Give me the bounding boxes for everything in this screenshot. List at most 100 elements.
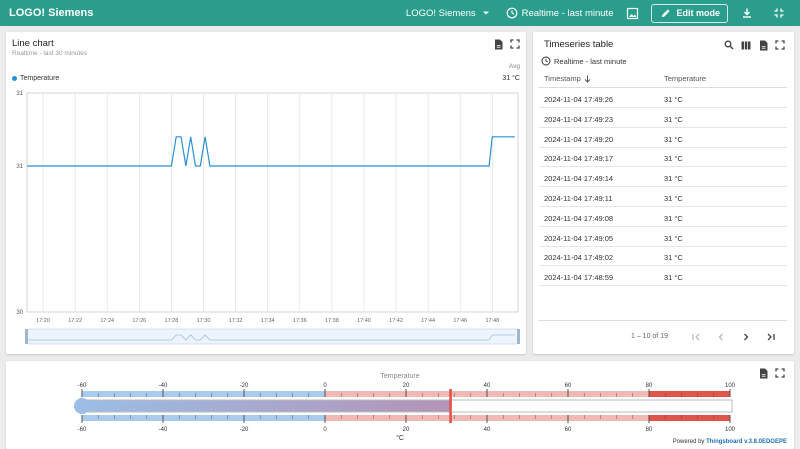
x-tick-label: 17:34 bbox=[261, 318, 275, 324]
scale-label-top: -40 bbox=[159, 383, 168, 389]
cell-timestamp: 2024-11-04 17:49:05 bbox=[544, 233, 614, 243]
table-row[interactable]: 2024-11-04 17:49:11 31 °C bbox=[539, 187, 787, 207]
column-header-timestamp[interactable]: Timestamp bbox=[544, 74, 591, 83]
x-tick-label: 17:36 bbox=[293, 318, 307, 324]
scale-band-bottom-warm bbox=[325, 415, 730, 421]
export-icon[interactable] bbox=[757, 39, 769, 51]
x-tick-label: 17:26 bbox=[132, 318, 146, 324]
fullscreen-icon[interactable] bbox=[774, 39, 786, 51]
x-tick-label: 17:38 bbox=[325, 318, 339, 324]
dashboard-selector[interactable]: LOGO! Siemens bbox=[406, 6, 493, 20]
scale-label-bottom: 60 bbox=[565, 427, 572, 433]
edit-mode-button[interactable]: Edit mode bbox=[651, 3, 728, 23]
table-row[interactable]: 2024-11-04 17:49:08 31 °C bbox=[539, 207, 787, 227]
powered-by: Powered by Thingsboard v.3.8.0EDGEPE bbox=[673, 439, 787, 445]
scale-label-top: -20 bbox=[240, 383, 249, 389]
temperature-gauge-widget: Temperature -60 -60 -40 -40 -20 -20 0 0 20 20 40 40 6… bbox=[6, 361, 794, 449]
scale-label-top: 80 bbox=[646, 383, 653, 389]
pagination-range: 1 – 10 of 19 bbox=[631, 333, 668, 340]
table-header-divider bbox=[539, 87, 787, 88]
scale-label-bottom: 100 bbox=[725, 427, 736, 433]
x-tick-label: 17:42 bbox=[389, 318, 403, 324]
image-icon[interactable] bbox=[625, 6, 639, 20]
scale-label-top: 0 bbox=[323, 383, 327, 389]
cell-temperature: 31 °C bbox=[664, 233, 683, 243]
previous-page-icon[interactable] bbox=[715, 331, 727, 343]
first-page-icon[interactable] bbox=[690, 331, 702, 343]
y-tick-label: 30 bbox=[16, 310, 23, 316]
powered-by-prefix: Powered by bbox=[672, 439, 707, 445]
cell-timestamp: 2024-11-04 17:49:23 bbox=[544, 114, 614, 124]
line-chart-plot[interactable]: 17:20 17:22 17:24 17:26 17:28 17:30 17:32 17:34… bbox=[6, 32, 526, 354]
table-row[interactable]: 2024-11-04 17:49:20 31 °C bbox=[539, 128, 787, 148]
column-header-temperature[interactable]: Temperature bbox=[664, 74, 707, 83]
y-tick-label: 31 bbox=[16, 164, 23, 170]
export-icon[interactable] bbox=[492, 38, 504, 50]
last-page-icon[interactable] bbox=[765, 331, 777, 343]
scale-label-bottom: -60 bbox=[78, 427, 87, 433]
x-tick-label: 17:46 bbox=[453, 318, 467, 324]
table-row[interactable]: 2024-11-04 17:49:17 31 °C bbox=[539, 147, 787, 168]
cell-temperature: 31 °C bbox=[664, 114, 683, 124]
table-row[interactable]: 2024-11-04 17:49:26 31 °C bbox=[539, 88, 787, 108]
table-row[interactable]: 2024-11-04 17:49:05 31 °C bbox=[539, 227, 787, 247]
zoom-slider-preview bbox=[27, 334, 515, 341]
powered-by-link[interactable]: Thingsboard v.3.8.0EDGEPE bbox=[706, 439, 787, 445]
clock-icon bbox=[541, 56, 551, 66]
fullscreen-exit-icon[interactable] bbox=[772, 6, 786, 20]
cell-temperature: 31 °C bbox=[664, 213, 683, 223]
columns-icon[interactable] bbox=[740, 39, 752, 51]
dashboard-selector-label: LOGO! Siemens bbox=[405, 7, 476, 19]
scale-band-top-hot bbox=[649, 391, 730, 397]
scale-label-bottom: -20 bbox=[240, 427, 249, 433]
scale-band-top-warm bbox=[325, 391, 730, 397]
x-tick-label: 17:44 bbox=[421, 318, 435, 324]
legend-series-name: Temperature bbox=[20, 75, 60, 82]
cell-temperature: 31 °C bbox=[664, 95, 683, 104]
fullscreen-icon[interactable] bbox=[774, 367, 786, 379]
thermometer-bulb bbox=[74, 398, 90, 414]
next-page-icon[interactable] bbox=[740, 331, 752, 343]
scale-label-bottom: 80 bbox=[646, 427, 653, 433]
table-row[interactable]: 2024-11-04 17:49:02 31 °C bbox=[539, 246, 787, 267]
scale-band-top-cold bbox=[82, 391, 325, 397]
line-chart-subtitle: Realtime - last 30 minutes bbox=[12, 50, 88, 57]
cell-temperature: 31 °C bbox=[664, 273, 683, 283]
cell-timestamp: 2024-11-04 17:49:08 bbox=[544, 213, 614, 223]
legend-color-dot bbox=[12, 76, 17, 81]
gauge-title: Temperature bbox=[380, 373, 419, 380]
legend-header: Avg bbox=[508, 63, 520, 70]
scale-band-bottom-cold bbox=[82, 415, 325, 421]
scale-band-bottom-hot bbox=[649, 415, 730, 421]
export-icon[interactable] bbox=[757, 367, 769, 379]
dashboard-title: LOGO! Siemens bbox=[9, 7, 94, 19]
search-icon[interactable] bbox=[723, 39, 735, 51]
x-tick-label: 17:32 bbox=[229, 318, 243, 324]
table-timewindow[interactable]: Realtime - last minute bbox=[541, 56, 627, 66]
cell-timestamp: 2024-11-04 17:49:02 bbox=[544, 253, 614, 263]
x-tick-label: 17:30 bbox=[197, 318, 211, 324]
timewindow-button[interactable]: Realtime - last minute bbox=[505, 6, 614, 20]
timeseries-table-widget: Timeseries table Realtime - last minute … bbox=[533, 32, 794, 354]
scale-label-top: 100 bbox=[725, 383, 736, 389]
line-chart-widget: Line chart Realtime - last 30 minutes Av… bbox=[6, 32, 526, 354]
table-row[interactable]: 2024-11-04 17:49:14 31 °C bbox=[539, 167, 787, 188]
series-line-temperature bbox=[27, 136, 515, 167]
table-row[interactable]: 2024-11-04 17:49:23 31 °C bbox=[539, 108, 787, 128]
cell-temperature: 31 °C bbox=[664, 154, 683, 164]
fullscreen-icon[interactable] bbox=[509, 38, 521, 50]
cell-timestamp: 2024-11-04 17:48:59 bbox=[544, 273, 614, 283]
zoom-slider bbox=[26, 328, 519, 345]
scale-label-bottom: 40 bbox=[484, 427, 491, 433]
cell-timestamp: 2024-11-04 17:49:26 bbox=[544, 95, 614, 104]
table-row[interactable]: 2024-11-04 17:48:59 31 °C bbox=[539, 266, 787, 287]
clock-icon bbox=[505, 6, 519, 20]
legend-avg-value: 31 °C bbox=[502, 75, 520, 82]
y-tick-label: 31 bbox=[16, 91, 23, 97]
download-icon[interactable] bbox=[740, 6, 754, 20]
cell-timestamp: 2024-11-04 17:49:20 bbox=[544, 134, 614, 144]
thermometer-gauge: Temperature -60 -60 -40 -40 -20 -20 0 0 20 20 40 40 6… bbox=[74, 373, 736, 442]
value-marker bbox=[449, 389, 452, 423]
legend-item[interactable]: Temperature bbox=[12, 75, 59, 82]
timewindow-label: Realtime - last minute bbox=[521, 7, 614, 19]
